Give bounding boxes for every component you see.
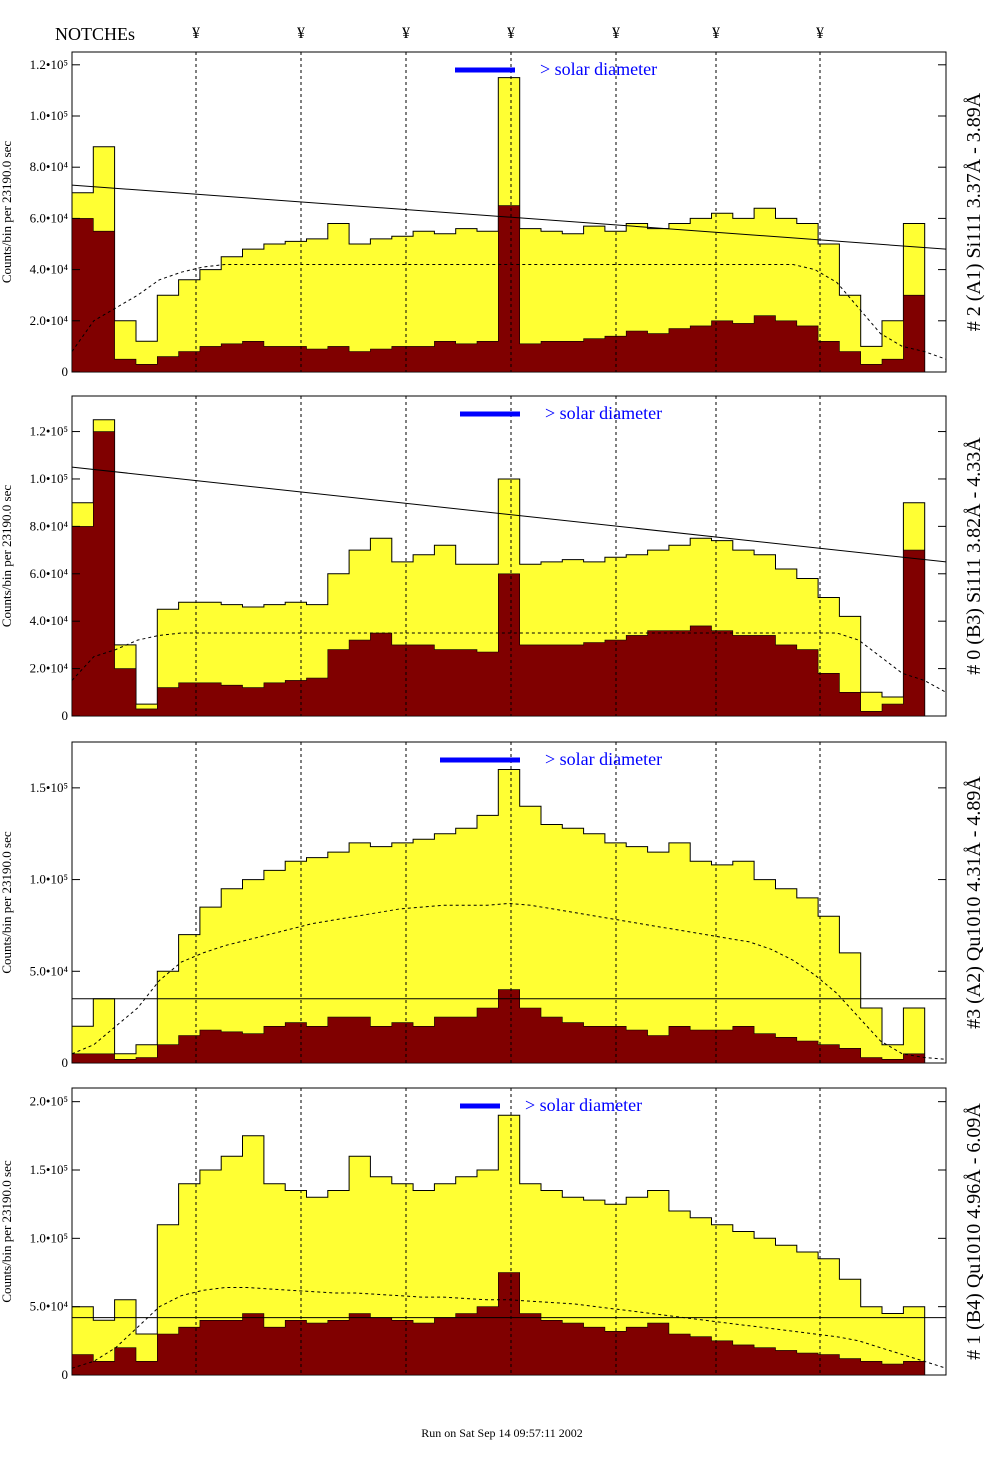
solar-diameter-label: > solar diameter	[545, 749, 662, 769]
trend-line	[71, 466, 947, 563]
y-tick-label-4: 2.0•10⁵	[30, 1094, 68, 1109]
y-axis-label: Counts/bin per 23190.0 sec	[0, 831, 14, 973]
solar-diameter-label: > solar diameter	[525, 1095, 642, 1115]
panel-label: # 1 (B4) Qu1010 4.96Å - 6.09Å	[963, 1103, 985, 1360]
y-tick-label-2: 1.0•10⁵	[30, 872, 68, 887]
y-tick-label-0: 0	[62, 1367, 69, 1382]
notch-marker-2: ¥	[402, 25, 410, 42]
y-tick-label-6: 1.2•10⁵	[30, 424, 68, 439]
series-counts-area	[71, 989, 946, 1064]
panel-label: #3 (A2) Qu1010 4.31Å - 4.89Å	[963, 776, 985, 1029]
y-tick-label-4: 8.0•10⁴	[30, 159, 69, 174]
y-tick-label-0: 0	[62, 708, 69, 723]
y-tick-label-2: 4.0•10⁴	[30, 613, 69, 628]
notch-marker-0: ¥	[192, 25, 200, 42]
y-axis-label: Counts/bin per 23190.0 sec	[0, 1160, 14, 1302]
y-tick-label-2: 4.0•10⁴	[30, 262, 69, 277]
series-counts-area	[71, 205, 946, 373]
y-tick-label-3: 1.5•10⁵	[30, 780, 68, 795]
y-tick-label-1: 2.0•10⁴	[30, 313, 69, 328]
y-axis-label: Counts/bin per 23190.0 sec	[0, 141, 14, 283]
y-tick-label-5: 1.0•10⁵	[30, 471, 68, 486]
trend-line	[71, 184, 947, 250]
y-tick-label-3: 6.0•10⁴	[30, 210, 69, 225]
y-tick-label-4: 8.0•10⁴	[30, 518, 69, 533]
run-timestamp: Run on Sat Sep 14 09:57:11 2002	[421, 1426, 583, 1440]
y-tick-label-1: 5.0•10⁴	[30, 1299, 69, 1314]
panel-2: > solar diameter 0 5.0•10⁴ 1.0•10⁵ 1.5•10⁵ Co…	[0, 741, 985, 1070]
series-total-area	[71, 1114, 946, 1376]
series-mean-line	[71, 1287, 947, 1369]
y-tick-label-0: 0	[62, 1055, 69, 1070]
y-tick-label-3: 1.5•10⁵	[30, 1162, 68, 1177]
series-counts-area	[71, 1272, 946, 1376]
y-tick-label-3: 6.0•10⁴	[30, 566, 69, 581]
panel-0: > solar diameter 0 2.0•10⁴ 4.0•10⁴ 6.0•10⁴ 8.…	[0, 51, 985, 379]
panel-label: # 0 (B3) Si111 3.82Å - 4.33Å	[963, 437, 985, 675]
panel-1: > solar diameter 0 2.0•10⁴ 4.0•10⁴ 6.0•10⁴ 8.…	[0, 395, 985, 723]
notch-marker-5: ¥	[712, 25, 720, 42]
panel-label: # 2 (A1) Si111 3.37Å - 3.89Å	[963, 92, 985, 331]
y-tick-label-1: 5.0•10⁴	[30, 963, 69, 978]
notch-marker-4: ¥	[612, 25, 620, 42]
y-tick-label-6: 1.2•10⁵	[30, 57, 68, 72]
y-tick-label-2: 1.0•10⁵	[30, 1230, 68, 1245]
series-counts-area	[71, 431, 946, 717]
panel-3: > solar diameter 0 5.0•10⁴ 1.0•10⁵ 1.5•10⁵ 2.…	[0, 1087, 985, 1382]
series-mean-line	[71, 264, 947, 360]
notch-marker-6: ¥	[816, 25, 824, 42]
notch-marker-3: ¥	[507, 25, 515, 42]
solar-diameter-label: > solar diameter	[545, 403, 662, 423]
y-tick-label-0: 0	[62, 364, 69, 379]
notch-marker-1: ¥	[297, 25, 305, 42]
series-total-area	[71, 769, 946, 1064]
y-tick-label-1: 2.0•10⁴	[30, 661, 69, 676]
solar-diameter-label: > solar diameter	[540, 59, 657, 79]
series-mean-line	[71, 632, 947, 693]
y-tick-label-5: 1.0•10⁵	[30, 108, 68, 123]
notches-label: NOTCHEs	[55, 24, 135, 44]
y-axis-label: Counts/bin per 23190.0 sec	[0, 485, 14, 627]
